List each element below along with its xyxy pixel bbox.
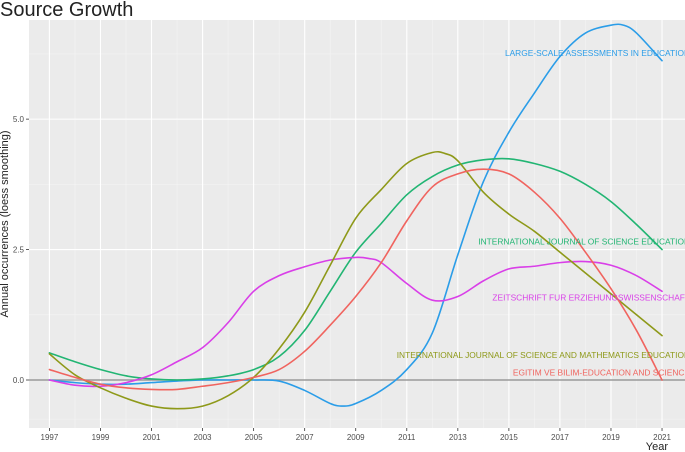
- y-tick-label: 0.0: [13, 376, 25, 385]
- series-line-large-scale-assessments-in-education: [48, 23, 663, 407]
- x-tick-label: 1997: [41, 433, 59, 442]
- x-axis-ticks: 1997 1999 2001 2003 2005 2007 2009 2011 2013 2015…: [41, 428, 671, 442]
- series-line-egitim-ve-bilim-education-and-science: [48, 168, 663, 391]
- series-label-zeitschrift-fur-erziehungswissenschaft: ZEITSCHRIFT FUR ERZIEHUNGSWISSENSCHAFT: [492, 293, 685, 303]
- x-tick-label: 2007: [296, 433, 314, 442]
- y-axis-ticks: 0.0 2.5 5.0: [13, 115, 29, 385]
- x-tick-label: 2001: [143, 433, 161, 442]
- series-label-large-scale-assessments-in-education: LARGE-SCALE ASSESSMENTS IN EDUCATION: [505, 48, 685, 58]
- y-axis-label: Annual occurrences (loess smoothing): [0, 130, 11, 317]
- series-lines: [48, 23, 663, 410]
- series-line-international-journal-of-science-education: [48, 157, 663, 381]
- x-tick-label: 2017: [551, 433, 569, 442]
- x-tick-label: 2013: [449, 433, 467, 442]
- y-tick-label: 5.0: [13, 115, 25, 124]
- x-tick-label: 2011: [398, 433, 416, 442]
- series-label-egitim-ve-bilim-education-and-science: EGITIM VE BILIM-EDUCATION AND SCIENCE: [513, 368, 685, 378]
- x-tick-label: 2003: [194, 433, 212, 442]
- x-tick-label: 2009: [347, 433, 365, 442]
- chart-title: Source Growth: [0, 0, 133, 21]
- series-line-international-journal-of-science-and-mathematics-education: [48, 150, 663, 410]
- plot-panel: [29, 20, 685, 428]
- series-label-international-journal-of-science-education: INTERNATIONAL JOURNAL OF SCIENCE EDUCATI…: [478, 237, 685, 247]
- series-line-zeitschrift-fur-erziehungswissenschaft: [48, 256, 663, 388]
- x-axis-label: Year: [646, 441, 669, 452]
- grid-minor: [29, 20, 685, 428]
- series-label-international-journal-of-science-and-mathematics-education: INTERNATIONAL JOURNAL OF SCIENCE AND MAT…: [397, 350, 685, 360]
- x-tick-label: 2005: [245, 433, 263, 442]
- y-tick-label: 2.5: [13, 246, 25, 255]
- x-tick-label: 2021: [653, 433, 671, 442]
- series-labels: LARGE-SCALE ASSESSMENTS IN EDUCATION INTE…: [397, 48, 685, 378]
- x-tick-label: 2015: [500, 433, 518, 442]
- x-tick-label: 1999: [92, 433, 110, 442]
- x-tick-label: 2019: [602, 433, 620, 442]
